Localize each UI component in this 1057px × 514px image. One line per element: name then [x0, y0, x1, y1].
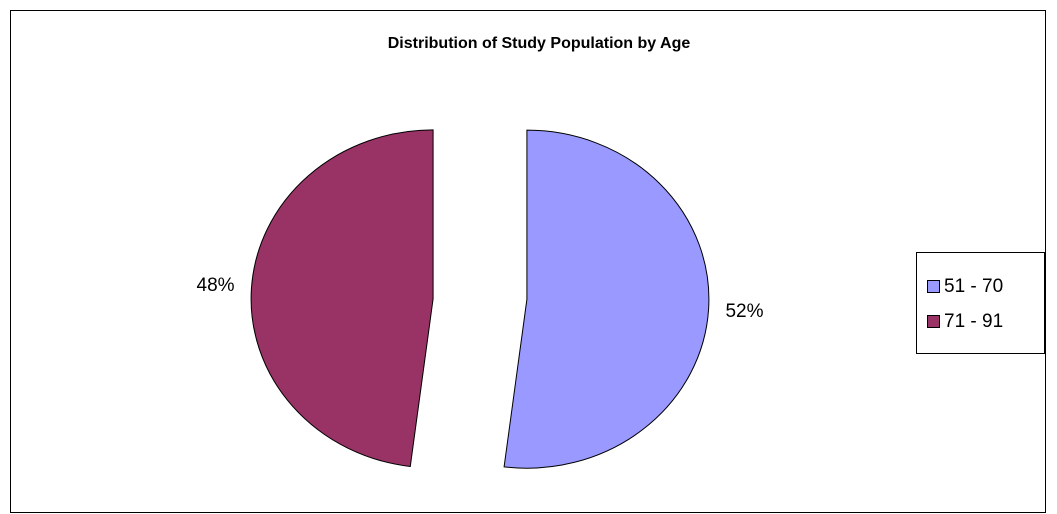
legend-label: 71 - 91	[944, 311, 1003, 332]
legend-label: 51 - 70	[944, 276, 1003, 297]
data-label: 52%	[725, 301, 763, 322]
pie-slice	[250, 129, 434, 468]
legend-box	[916, 252, 1045, 354]
data-label: 48%	[197, 275, 235, 296]
chart-title: Distribution of Study Population by Age	[388, 35, 691, 52]
legend-swatch	[927, 280, 940, 293]
pie-slice	[503, 129, 710, 469]
legend-swatch	[927, 315, 940, 328]
